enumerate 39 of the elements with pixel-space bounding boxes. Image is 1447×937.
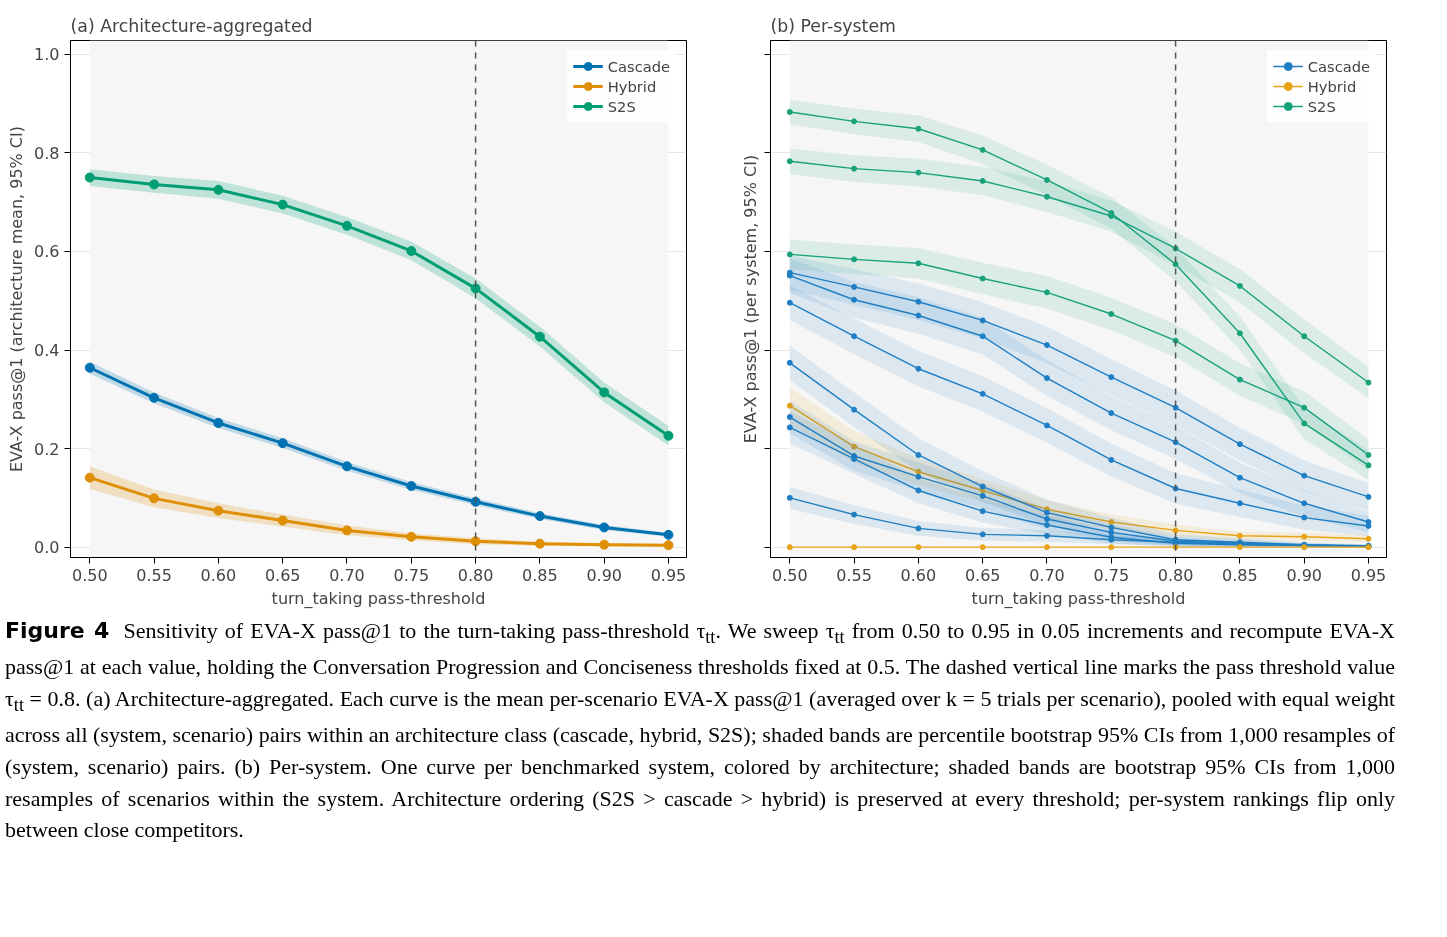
x-tick-label: 0.80 xyxy=(457,565,494,585)
x-tick-label: 0.50 xyxy=(71,565,108,585)
x-tick-label: 0.60 xyxy=(200,565,237,585)
x-tick-label: 0.75 xyxy=(393,565,430,585)
chart-title: (a) Architecture-aggregated xyxy=(70,15,313,36)
chart-title: (b) Per-system xyxy=(770,15,896,36)
x-tick-label: 0.90 xyxy=(586,565,623,585)
x-tick-label: 0.55 xyxy=(836,565,872,585)
y-tick-label: 0.2 xyxy=(34,439,60,459)
x-tick-label: 0.85 xyxy=(522,565,558,585)
x-axis-title: turn_taking pass-threshold xyxy=(271,588,486,609)
y-axis-title: EVA-X pass@1 (architecture mean, 95% CI) xyxy=(7,125,27,473)
x-tick-label: 0.65 xyxy=(264,565,301,585)
caption: Figure 4 xyxy=(5,618,110,643)
x-tick-label: 0.60 xyxy=(900,565,937,585)
y-tick-label: 0.4 xyxy=(34,341,60,361)
legend-label: Hybrid xyxy=(1307,77,1357,95)
legend-label: S2S xyxy=(1307,97,1336,115)
legend-label: Cascade xyxy=(607,57,670,75)
x-tick-label: 0.50 xyxy=(771,565,808,585)
x-tick-label: 0.70 xyxy=(1029,565,1065,585)
x-tick-label: 0.90 xyxy=(1286,565,1323,585)
x-tick-label: 0.95 xyxy=(1350,565,1387,585)
y-tick-label: 1.0 xyxy=(34,45,60,65)
x-tick-label: 0.65 xyxy=(964,565,1001,585)
legend-label: Cascade xyxy=(1307,57,1370,75)
x-tick-label: 0.70 xyxy=(329,565,365,585)
y-tick-label: 0.0 xyxy=(34,538,60,558)
x-tick-label: 0.85 xyxy=(1222,565,1258,585)
legend-label: S2S xyxy=(607,97,636,115)
y-axis-title: EVA-X pass@1 (per system, 95% CI) xyxy=(740,154,760,444)
x-axis-title: turn_taking pass-threshold xyxy=(971,588,1186,609)
x-tick-label: 0.75 xyxy=(1093,565,1130,585)
y-tick-label: 0.8 xyxy=(34,143,60,163)
x-tick-label: 0.80 xyxy=(1157,565,1194,585)
legend-label: Hybrid xyxy=(607,77,657,95)
x-tick-label: 0.55 xyxy=(136,565,172,585)
x-tick-label: 0.95 xyxy=(650,565,687,585)
y-tick-label: 0.6 xyxy=(34,242,60,262)
